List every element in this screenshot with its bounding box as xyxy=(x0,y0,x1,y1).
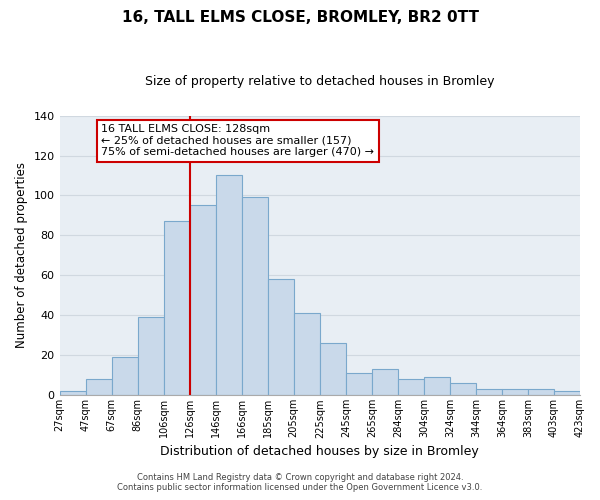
Text: 16 TALL ELMS CLOSE: 128sqm
← 25% of detached houses are smaller (157)
75% of sem: 16 TALL ELMS CLOSE: 128sqm ← 25% of deta… xyxy=(101,124,374,157)
Bar xyxy=(190,206,215,396)
Bar xyxy=(268,280,294,396)
Bar xyxy=(294,314,320,396)
Text: 16, TALL ELMS CLOSE, BROMLEY, BR2 0TT: 16, TALL ELMS CLOSE, BROMLEY, BR2 0TT xyxy=(121,10,479,25)
Bar xyxy=(59,392,86,396)
Bar xyxy=(450,384,476,396)
Y-axis label: Number of detached properties: Number of detached properties xyxy=(15,162,28,348)
Bar xyxy=(112,358,137,396)
Bar xyxy=(476,390,502,396)
Bar xyxy=(372,370,398,396)
X-axis label: Distribution of detached houses by size in Bromley: Distribution of detached houses by size … xyxy=(160,444,479,458)
Bar xyxy=(164,222,190,396)
Bar xyxy=(320,344,346,396)
Bar xyxy=(424,378,450,396)
Bar xyxy=(554,392,580,396)
Title: Size of property relative to detached houses in Bromley: Size of property relative to detached ho… xyxy=(145,75,494,88)
Bar xyxy=(215,176,242,396)
Bar xyxy=(137,318,164,396)
Bar xyxy=(528,390,554,396)
Bar xyxy=(86,380,112,396)
Bar xyxy=(502,390,528,396)
Text: Contains HM Land Registry data © Crown copyright and database right 2024.
Contai: Contains HM Land Registry data © Crown c… xyxy=(118,473,482,492)
Bar xyxy=(242,198,268,396)
Bar xyxy=(398,380,424,396)
Bar xyxy=(346,374,372,396)
